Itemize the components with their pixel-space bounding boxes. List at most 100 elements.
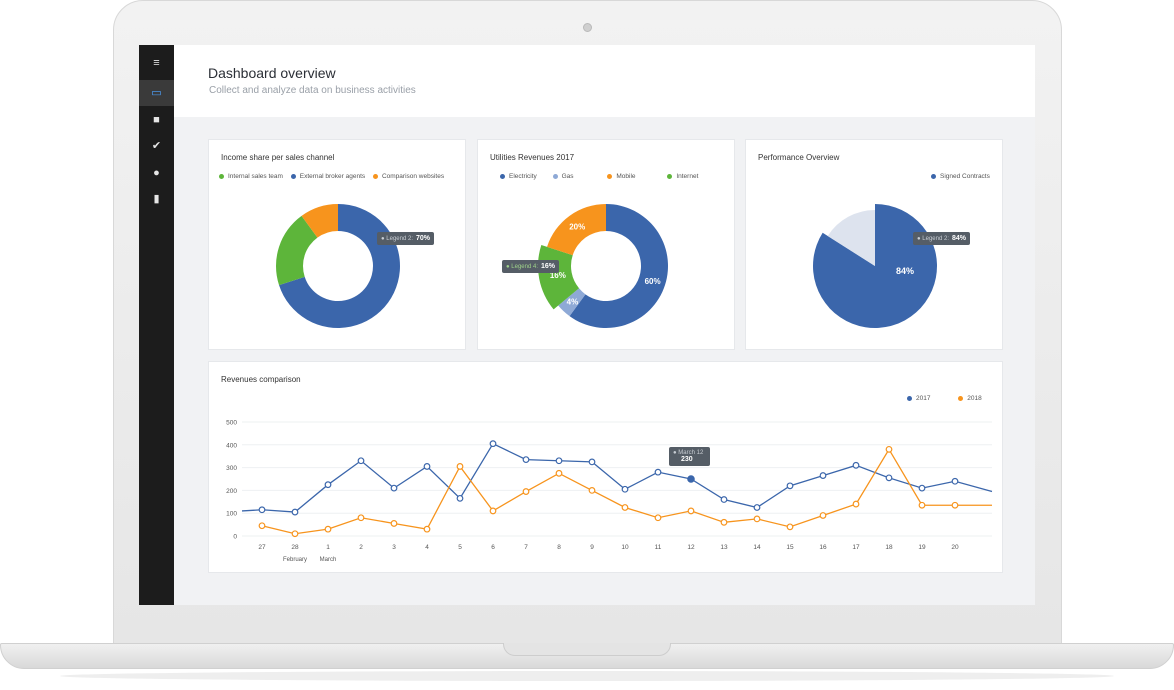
x-tick-label: 28 <box>291 544 299 551</box>
chart-tooltip: ● Legend 4: 16% <box>502 260 559 273</box>
user-icon[interactable]: ● <box>153 167 160 179</box>
legend-item[interactable]: Mobile <box>607 173 636 180</box>
donut-slice[interactable] <box>547 204 606 256</box>
y-tick-label: 300 <box>226 465 237 472</box>
data-point[interactable] <box>786 523 794 531</box>
data-point[interactable] <box>456 463 464 470</box>
x-tick-label: 17 <box>852 544 860 551</box>
legend-item[interactable]: Signed Contracts <box>931 173 990 180</box>
page-title: Dashboard overview <box>208 65 336 81</box>
data-point[interactable] <box>258 506 266 514</box>
data-point[interactable] <box>885 474 893 482</box>
x-tick-label: 15 <box>786 544 794 551</box>
data-point[interactable] <box>324 525 332 533</box>
data-point[interactable] <box>819 512 827 519</box>
laptop-shadow <box>60 671 1114 681</box>
data-point[interactable] <box>819 472 827 479</box>
data-point[interactable] <box>357 514 365 522</box>
chart-tooltip: ● Legend 2: 84% <box>913 232 970 245</box>
performance-overview-card: Performance Overview Signed Contracts 84… <box>745 139 1003 350</box>
data-point[interactable] <box>588 458 596 466</box>
data-point[interactable] <box>390 484 398 492</box>
x-tick-label: 8 <box>557 544 561 551</box>
data-point[interactable] <box>951 477 959 485</box>
donut-slice[interactable] <box>558 288 586 317</box>
data-point[interactable] <box>852 461 860 469</box>
folder-icon[interactable]: ■ <box>153 114 160 126</box>
data-point[interactable] <box>720 496 728 503</box>
data-point[interactable] <box>357 457 365 465</box>
data-point[interactable] <box>720 518 728 526</box>
legend-item[interactable]: Gas <box>552 173 574 180</box>
data-point[interactable] <box>852 500 860 508</box>
data-point[interactable] <box>456 494 464 502</box>
data-point[interactable] <box>489 507 497 515</box>
bar-chart-icon[interactable]: ▮ <box>153 193 160 205</box>
data-point[interactable] <box>753 504 761 511</box>
menu-icon[interactable]: ≡ <box>153 57 160 69</box>
data-point[interactable] <box>291 530 299 538</box>
x-tick-label: 20 <box>951 544 959 551</box>
card-title: Revenues comparison <box>221 375 301 384</box>
data-point[interactable] <box>588 486 596 494</box>
data-point[interactable] <box>522 488 530 495</box>
camera <box>583 23 592 32</box>
pie-slice[interactable] <box>827 210 875 266</box>
data-point[interactable] <box>258 522 266 530</box>
data-point[interactable] <box>687 507 695 515</box>
donut-slice[interactable] <box>569 204 668 329</box>
data-point[interactable] <box>291 508 299 516</box>
x-tick-label: 1 <box>326 544 330 551</box>
sidebar: ≡ ▭ ■ ✔ ● ▮ <box>139 45 174 605</box>
x-tick-label: 9 <box>590 544 594 551</box>
chart-legend: 2017 2018 <box>907 395 982 402</box>
utilities-donut-chart: 60% 4% 16% 20% <box>538 204 668 329</box>
revenues-comparison-card: Revenues comparison 2017 2018 0 100 200 300… <box>208 361 1003 573</box>
donut-slice[interactable] <box>279 204 400 328</box>
y-tick-label: 100 <box>226 511 237 518</box>
data-point[interactable] <box>555 469 563 477</box>
donut-slice[interactable] <box>301 204 338 238</box>
slice-label: 84% <box>896 266 914 276</box>
x-tick-label: 7 <box>524 544 528 551</box>
data-point[interactable] <box>423 525 431 533</box>
income-donut-chart <box>276 204 400 328</box>
data-point[interactable] <box>753 515 761 523</box>
data-point[interactable] <box>621 485 629 493</box>
data-point[interactable] <box>654 468 662 476</box>
legend-item[interactable]: Internet <box>667 173 698 180</box>
legend-item[interactable]: Electricity <box>500 173 537 180</box>
x-tick-label: 14 <box>753 544 761 551</box>
legend-item[interactable]: 2017 <box>907 395 930 402</box>
data-point[interactable] <box>621 504 629 511</box>
check-icon[interactable]: ✔ <box>151 140 162 152</box>
x-tick-label: 12 <box>687 544 695 551</box>
legend-item[interactable]: Comparison websites <box>372 173 444 180</box>
donut-slice[interactable] <box>276 215 318 286</box>
data-point[interactable] <box>324 481 332 489</box>
data-point[interactable] <box>654 514 662 522</box>
x-tick-label: 27 <box>258 544 266 551</box>
x-tick-label: 13 <box>720 544 728 551</box>
page-subtitle: Collect and analyze data on business act… <box>209 85 416 96</box>
data-point[interactable] <box>918 484 926 492</box>
chart-tooltip: ● Legend 2: 70% <box>377 232 434 245</box>
data-point[interactable] <box>390 520 398 527</box>
x-tick-label: 4 <box>425 544 429 551</box>
legend-item[interactable]: 2018 <box>958 395 982 402</box>
data-point[interactable] <box>489 440 497 448</box>
data-point[interactable] <box>423 463 431 470</box>
legend-item[interactable]: Internal sales team <box>219 173 283 180</box>
dashboard-icon[interactable]: ▭ <box>139 80 174 106</box>
data-point[interactable] <box>951 501 959 509</box>
chart-legend: Signed Contracts <box>931 173 990 180</box>
data-point[interactable] <box>786 482 794 490</box>
data-point[interactable] <box>555 457 563 465</box>
data-point[interactable] <box>918 501 926 509</box>
data-point[interactable] <box>522 456 530 464</box>
legend-item[interactable]: External broker agents <box>290 173 365 180</box>
data-point[interactable] <box>885 445 893 453</box>
data-point[interactable] <box>687 475 695 483</box>
x-sublabel: March <box>320 557 337 563</box>
